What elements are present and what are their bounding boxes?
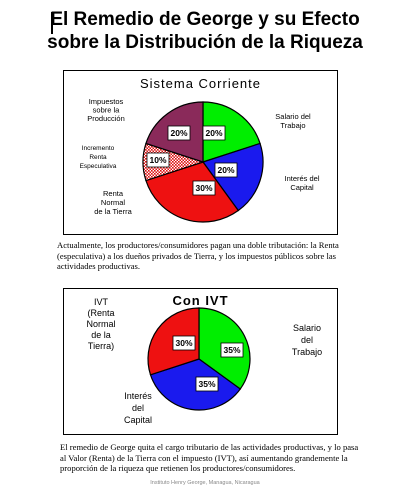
slice-category-label: Salario del Trabajo [275,112,311,130]
title-line-2: sobre la Distribución de la Riqueza [47,32,363,53]
slice-value-label: 35% [195,376,219,392]
title-line-1: El Remedio de George y su Efecto [50,9,360,30]
svg-text:35%: 35% [223,345,240,355]
svg-text:30%: 30% [175,338,192,348]
slice-value-label: 20% [202,125,226,141]
chart-title: Sistema Corriente [139,76,262,91]
slice-value-label: 35% [220,342,244,358]
slice-value-label: 20% [167,125,191,141]
slice-category-label: IVT (Renta Normal de la Tierra) [86,297,115,351]
page-title: El Remedio de George y su Efecto sobre l… [0,8,410,54]
slice-value-label: 20% [214,162,238,178]
svg-text:35%: 35% [198,379,215,389]
footer-credit: Instituto Henry George, Managua, Nicarag… [150,480,260,486]
slice-value-label: 10% [146,152,170,168]
pie-chart-svg: 35% 35% 30% Salario del Trabajo Interés del Capi… [86,297,322,425]
text-cursor [51,12,53,34]
slice-category-label: Renta Normal de la Tierra [94,189,132,216]
pie-slice-2 [145,161,240,223]
svg-text:30%: 30% [195,183,212,193]
svg-text:20%: 20% [205,128,222,138]
slice-category-label: Salario del Trabajo [292,323,322,357]
svg-text:10%: 10% [149,155,166,165]
slice-category-label: Interés del Capital [124,391,152,425]
pie-chart-svg: 20% 20% 30% 10% 20% Salario del Trabajo Interés… [80,97,320,223]
slice-value-label: 30% [172,335,196,351]
pie-slice-1 [149,358,242,411]
pie-slice-0 [202,101,261,163]
paragraph-current-system: Actualmente, los productores/consumidore… [57,240,339,271]
svg-text:20%: 20% [217,165,234,175]
chart-title: Con IVT [172,293,229,308]
slice-category-label: Incremento Renta Especulativa [80,145,117,170]
chart-con-ivt: Con IVT 35% 35% 30% Salario del Trabajo Interé… [63,288,338,435]
slice-category-label: Interés del Capital [284,174,319,192]
svg-text:20%: 20% [170,128,187,138]
slice-category-label: Impuestos sobre la Producción [87,97,125,123]
paragraph-remedy: El remedio de George quita el cargo trib… [60,442,359,473]
slice-value-label: 30% [192,180,216,196]
chart-sistema-corriente: Sistema Corriente 20% 20% 30% 10% 20% Salario… [63,70,338,235]
